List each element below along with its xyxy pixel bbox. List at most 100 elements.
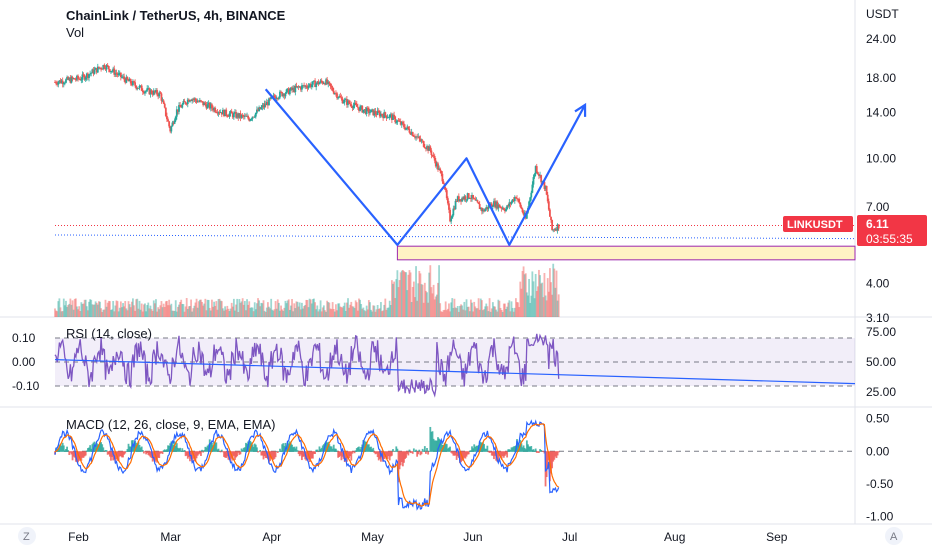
volume-bar bbox=[146, 305, 149, 317]
zoom-button[interactable]: Z bbox=[18, 527, 36, 545]
macd-histogram-bar bbox=[367, 444, 370, 452]
macd-histogram-bar bbox=[437, 437, 439, 452]
macd-histogram-bar bbox=[472, 448, 475, 452]
volume-bar bbox=[238, 299, 241, 317]
candle-body bbox=[371, 109, 374, 111]
candle-body bbox=[422, 141, 425, 147]
macd-histogram-bar bbox=[468, 450, 471, 452]
macd-histogram-bar bbox=[425, 451, 427, 454]
volume-bar bbox=[354, 300, 357, 317]
macd-histogram-bar bbox=[524, 449, 527, 452]
macd-histogram-bar bbox=[317, 451, 320, 453]
candle-body bbox=[306, 87, 309, 89]
macd-histogram-bar bbox=[385, 451, 388, 460]
candle-body bbox=[256, 109, 258, 113]
candle-body bbox=[189, 100, 191, 102]
volume-bar bbox=[168, 299, 171, 317]
time-axis[interactable]: Feb Mar Apr May Jun Jul Aug Sep bbox=[68, 530, 788, 544]
macd-histogram-bar bbox=[430, 431, 433, 452]
volume-bar bbox=[468, 311, 471, 317]
candle-body bbox=[367, 108, 370, 114]
volume-bar bbox=[197, 301, 200, 317]
volume-label[interactable]: Vol bbox=[66, 25, 84, 40]
macd-histogram-bar bbox=[201, 449, 203, 452]
macd-histogram-bar bbox=[555, 451, 558, 459]
candle-body bbox=[375, 114, 378, 115]
support-zone-rect bbox=[396, 245, 856, 261]
macd-histogram-bar bbox=[76, 451, 78, 463]
candle-body bbox=[316, 81, 319, 84]
macd-histogram-bar bbox=[258, 451, 261, 452]
candle-body bbox=[119, 72, 122, 78]
symbol-title[interactable]: ChainLink / TetherUS, 4h, BINANCE bbox=[66, 8, 286, 23]
price-axis[interactable]: 24.00 18.00 14.00 10.00 7.00 4.00 3.10 bbox=[866, 32, 896, 325]
candle-body bbox=[397, 120, 400, 122]
volume-bar bbox=[409, 272, 412, 317]
candle-body bbox=[421, 140, 424, 142]
macd-histogram-bar bbox=[431, 431, 434, 452]
candle-body bbox=[439, 168, 442, 171]
volume-bar bbox=[203, 303, 206, 317]
candle-body bbox=[485, 207, 488, 210]
candle-body bbox=[350, 104, 353, 107]
candle-body bbox=[150, 90, 153, 94]
macd-histogram-bar bbox=[314, 451, 316, 455]
macd-histogram-bar bbox=[61, 442, 64, 452]
candle-body bbox=[317, 81, 320, 85]
macd-tick-label: 0.00 bbox=[866, 444, 890, 458]
volume-bar bbox=[485, 303, 488, 317]
volume-bar bbox=[432, 284, 435, 317]
candle-body bbox=[340, 97, 343, 99]
macd-histogram-bar bbox=[147, 451, 150, 455]
volume-bar bbox=[315, 309, 318, 317]
volume-bar bbox=[474, 306, 477, 317]
candle-body bbox=[103, 65, 106, 68]
macd-histogram-bar bbox=[228, 451, 231, 461]
macd-histogram-bar bbox=[262, 451, 265, 460]
macd-histogram-bar bbox=[127, 443, 130, 452]
candle-body bbox=[462, 197, 465, 200]
macd-histogram-bar bbox=[106, 451, 109, 455]
candle-body bbox=[398, 121, 401, 122]
drawing-w-pattern[interactable] bbox=[264, 88, 587, 246]
candle-body bbox=[241, 114, 244, 116]
macd-pane[interactable]: 0.50 0.00 -0.50 -1.00 bbox=[54, 412, 894, 524]
macd-histogram-bar bbox=[209, 442, 212, 452]
rsi-left-tick-label: 0.10 bbox=[12, 331, 36, 345]
candle-body bbox=[301, 85, 303, 90]
candle-body bbox=[540, 175, 543, 183]
candle-body bbox=[533, 174, 536, 178]
volume-bar bbox=[507, 302, 510, 317]
volume-bar bbox=[128, 304, 131, 317]
macd-label[interactable]: MACD (12, 26, close, 9, EMA, EMA) bbox=[66, 417, 276, 432]
macd-histogram-bar bbox=[372, 447, 375, 452]
svg-text:Z: Z bbox=[23, 531, 30, 543]
macd-histogram-bar bbox=[303, 451, 306, 457]
macd-histogram-bar bbox=[369, 447, 371, 452]
price-tick-label: 4.00 bbox=[866, 276, 890, 290]
candle-body bbox=[531, 184, 534, 193]
volume-bar bbox=[237, 311, 240, 317]
macd-histogram-bar bbox=[121, 451, 123, 458]
macd-histogram-bar bbox=[405, 451, 408, 458]
candle-body bbox=[149, 90, 152, 95]
rsi-pane[interactable]: 75.00 50.00 25.00 0.10 0.00 -0.10 bbox=[12, 325, 896, 399]
auto-scale-button[interactable]: A bbox=[885, 527, 903, 545]
candle-body bbox=[479, 207, 482, 210]
candle-body bbox=[217, 112, 220, 114]
macd-histogram-bar bbox=[179, 447, 182, 452]
support-zone[interactable] bbox=[396, 245, 856, 261]
rsi-label[interactable]: RSI (14, close) bbox=[66, 326, 152, 341]
volume-bar bbox=[463, 301, 466, 317]
volume-bar bbox=[292, 311, 295, 317]
volume-bar bbox=[536, 286, 539, 317]
volume-bar bbox=[213, 301, 216, 317]
volume-bar bbox=[382, 310, 385, 317]
candle-body bbox=[389, 114, 392, 116]
candle-body bbox=[536, 172, 539, 175]
candlestick-series[interactable] bbox=[54, 62, 560, 234]
macd-histogram-bar bbox=[292, 447, 295, 452]
candle-body bbox=[376, 110, 379, 115]
